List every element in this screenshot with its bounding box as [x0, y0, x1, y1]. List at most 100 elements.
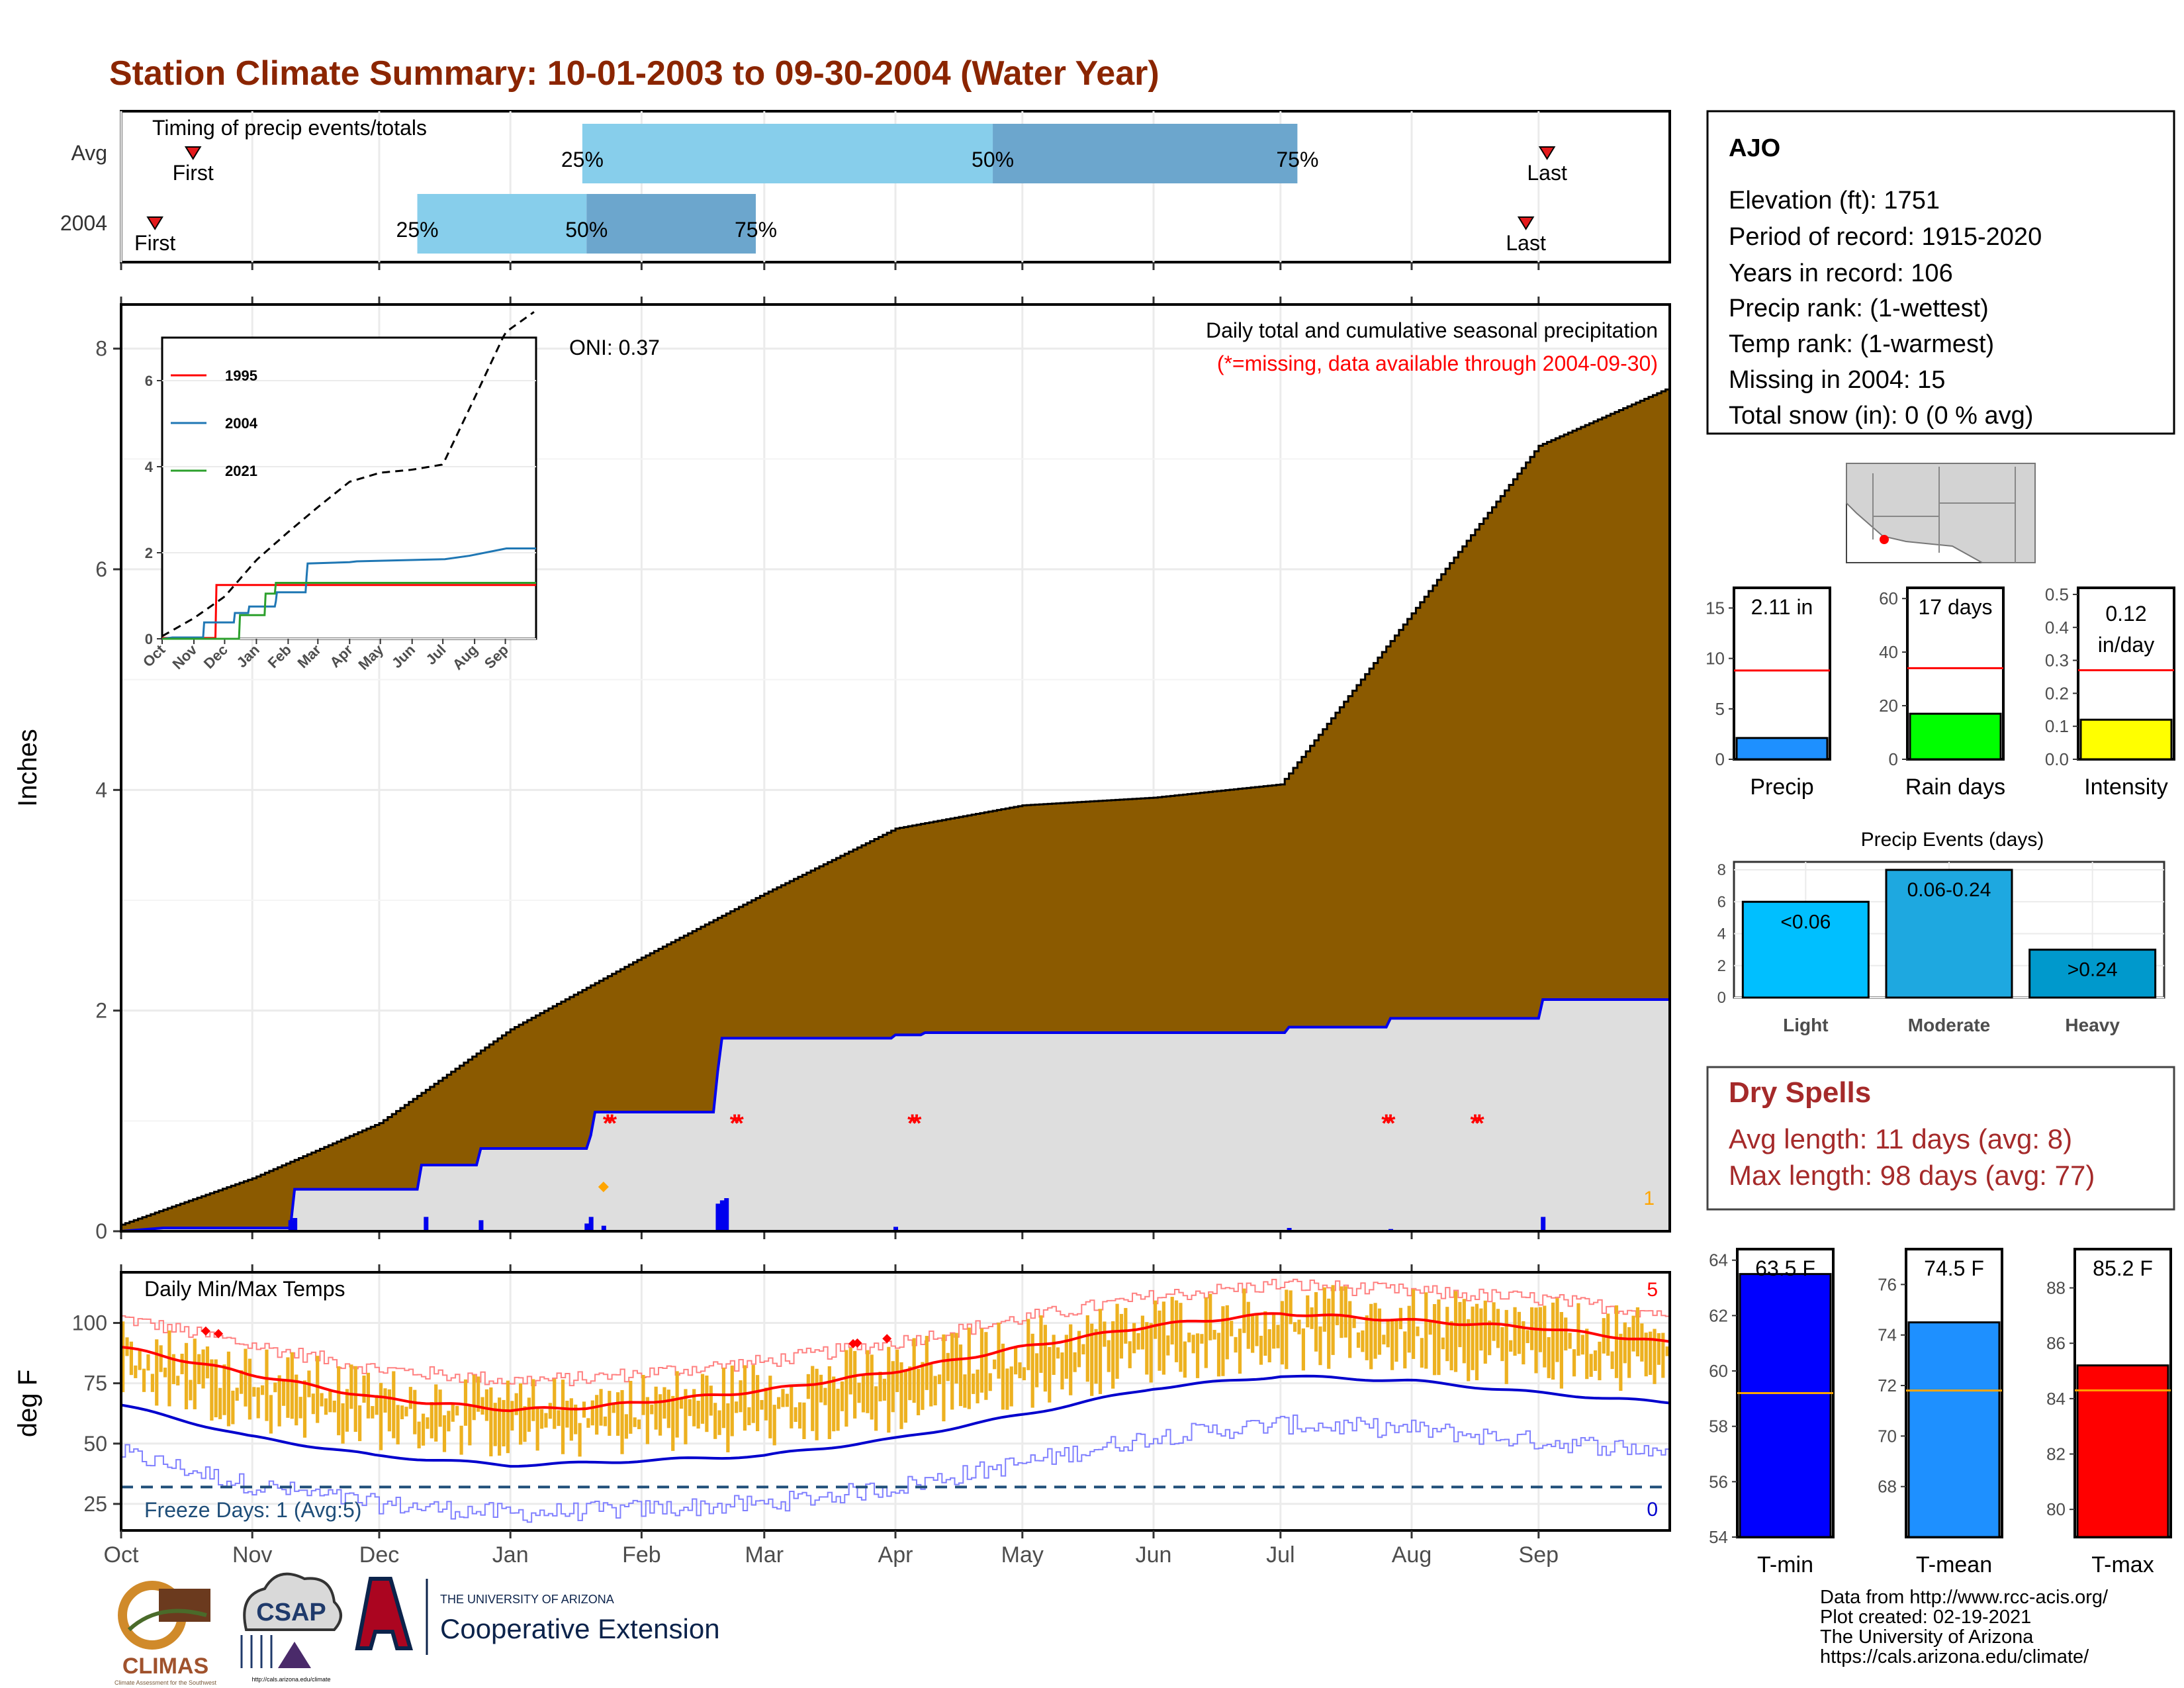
daily-precip-bar	[719, 1200, 725, 1231]
daily-temp-bar	[214, 1359, 218, 1418]
location-map	[1846, 463, 2036, 563]
daily-temp-bar	[337, 1366, 341, 1436]
daily-temp-bar	[404, 1407, 408, 1417]
daily-temp-bar	[1225, 1305, 1229, 1360]
daily-temp-bar	[899, 1362, 903, 1429]
daily-temp-bar	[442, 1415, 447, 1452]
oni-label: ONI: 0.37	[569, 336, 660, 359]
daily-temp-bar	[815, 1368, 819, 1440]
daily-temp-bar	[121, 1321, 125, 1393]
daily-temp-bar	[650, 1404, 654, 1415]
daily-temp-bar	[735, 1401, 739, 1413]
daily-temp-bar	[637, 1419, 641, 1429]
daily-temp-bar	[451, 1404, 455, 1422]
daily-temp-bar	[324, 1398, 328, 1415]
month-label: Dec	[359, 1542, 399, 1568]
daily-temp-bar	[1276, 1325, 1280, 1348]
inset-y-tick-label: 2	[145, 545, 153, 561]
daily-temp-bar	[544, 1413, 548, 1428]
daily-temp-bar	[1513, 1307, 1517, 1356]
events-category-label: Moderate	[1908, 1015, 1990, 1035]
daily-temp-bar	[633, 1417, 637, 1427]
daily-temp-bar	[1221, 1306, 1225, 1376]
daily-temp-bar	[193, 1338, 197, 1409]
daily-temp-bar	[882, 1378, 887, 1401]
daily-temp-bar	[853, 1350, 857, 1419]
summary-y-tick-label: 0.5	[2045, 585, 2069, 604]
daily-temp-bar	[459, 1425, 463, 1455]
timing-first-label: First	[134, 231, 175, 255]
daily-temp-bar	[1335, 1315, 1340, 1325]
month-label: Feb	[622, 1542, 661, 1568]
csap-logo-cloud	[243, 1572, 342, 1631]
map-states	[1846, 463, 2036, 563]
snow-marker	[598, 1182, 609, 1192]
daily-temp-bar	[1504, 1309, 1508, 1384]
daily-temp-bar	[925, 1336, 929, 1390]
daily-temp-bar	[721, 1368, 726, 1429]
daily-temp-bar	[1212, 1330, 1216, 1340]
daily-temp-bar	[1216, 1333, 1221, 1377]
daily-temp-bar	[1014, 1347, 1018, 1375]
events-category-label: Light	[1783, 1015, 1828, 1035]
daily-temp-bar	[248, 1358, 252, 1420]
daily-temp-bar	[811, 1366, 815, 1431]
timing-label-25: 25%	[396, 218, 439, 242]
daily-temp-bar	[866, 1350, 870, 1413]
daily-temp-bar	[281, 1378, 286, 1406]
daily-temp-bar	[553, 1379, 557, 1429]
ua-logo-mark	[355, 1577, 413, 1650]
daily-temp-bar	[295, 1374, 298, 1426]
events-bar	[1885, 868, 2013, 999]
summary-y-tick-label: 0.4	[2045, 618, 2069, 637]
daily-temp-bar	[844, 1350, 848, 1427]
daily-temp-bar	[612, 1403, 615, 1413]
daily-temp-bar	[455, 1405, 459, 1416]
month-label: Jul	[1266, 1542, 1295, 1568]
daily-temp-bar	[895, 1349, 899, 1392]
daily-temp-bar	[539, 1409, 544, 1429]
events-y-tick-label: 8	[1717, 861, 1726, 879]
temp-y-tick-label: 50	[83, 1432, 107, 1456]
daily-temp-bar	[658, 1394, 662, 1436]
temp-summary-bar	[1739, 1273, 1832, 1538]
footer-credits: Data from http://www.rcc-acis.org/ Plot …	[1820, 1587, 2109, 1667]
daily-temp-bar	[1234, 1336, 1238, 1353]
daily-temp-bar	[163, 1368, 167, 1378]
map-borders	[1872, 467, 2016, 563]
daily-temp-bar	[1496, 1309, 1500, 1348]
footer-line-data: Data from http://www.rcc-acis.org/	[1820, 1587, 2109, 1608]
precip-y-tick-label: 2	[95, 999, 107, 1023]
csap-logo-bars	[240, 1635, 273, 1668]
daily-temp-bar	[730, 1365, 734, 1436]
daily-temp-bar	[375, 1395, 379, 1415]
temp-summary-value-label: 63.5 F	[1755, 1256, 1815, 1280]
climas-logo-swoosh	[127, 1609, 207, 1632]
daily-temp-bar	[578, 1423, 582, 1457]
daily-temp-bar	[679, 1399, 684, 1409]
daily-temp-bar	[358, 1405, 362, 1442]
daily-temp-bar	[832, 1376, 836, 1432]
daily-temp-bar	[776, 1397, 781, 1409]
daily-temp-bar	[527, 1397, 531, 1432]
daily-temp-bar	[1564, 1317, 1568, 1351]
daily-temp-bar	[1069, 1324, 1073, 1395]
daily-temp-bar	[696, 1401, 700, 1429]
daily-temp-bar	[514, 1393, 518, 1415]
station-line-years: Years in record: 106	[1729, 259, 1953, 287]
daily-temp-bar	[523, 1406, 527, 1442]
daily-temp-bar	[1285, 1289, 1289, 1370]
daily-temp-bar	[468, 1405, 472, 1446]
daily-temp-bar	[848, 1348, 852, 1395]
daily-temp-bar	[1500, 1327, 1504, 1362]
daily-temp-bar	[362, 1375, 366, 1403]
temp-summary-y-tick-label: 62	[1709, 1305, 1728, 1325]
daily-temp-bar	[1005, 1368, 1009, 1410]
daily-temp-bar	[1154, 1300, 1158, 1339]
daily-temp-bar	[1492, 1302, 1496, 1341]
daily-temp-bar	[1128, 1341, 1132, 1368]
daily-temp-bar	[1132, 1323, 1136, 1354]
daily-temp-bar	[972, 1374, 976, 1394]
temp-summary-y-tick-label: 54	[1709, 1527, 1728, 1547]
daily-precip-bar	[601, 1225, 606, 1231]
